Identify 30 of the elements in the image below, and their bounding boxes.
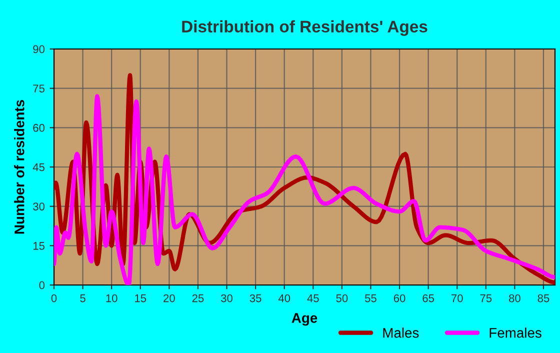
legend-label: Females	[490, 328, 542, 338]
x-tick-label: 10	[106, 294, 118, 302]
x-tick-label: 70	[451, 294, 463, 302]
x-tick-label: 50	[336, 294, 348, 302]
y-tick-label: 60	[33, 124, 45, 132]
x-tick-label: 65	[422, 294, 434, 302]
x-tick-label: 40	[278, 294, 290, 302]
x-tick-label: 80	[508, 294, 520, 302]
x-tick-label: 0	[51, 294, 57, 302]
x-tick-label: 60	[394, 294, 406, 302]
x-tick-label: 85	[538, 294, 550, 302]
x-tick-label: 20	[164, 294, 175, 302]
y-tick-label: 45	[32, 163, 45, 172]
x-tick-label: 25	[192, 294, 204, 302]
x-tick-label: 15	[135, 294, 146, 302]
x-tick-label: 35	[250, 294, 262, 302]
y-tick-label: 90	[33, 45, 45, 54]
chart-title: Distribution of Residents' Ages	[182, 20, 428, 36]
y-axis-title: Number of residents	[14, 100, 24, 234]
x-axis-title: Age	[292, 313, 318, 326]
y-tick-label: 15	[33, 242, 45, 250]
y-tick-label: 0	[39, 281, 45, 290]
y-tick-label: 30	[33, 202, 45, 210]
x-tick-label: 55	[364, 294, 376, 302]
legend-label: Males	[383, 328, 419, 338]
x-tick-label: 45	[307, 294, 319, 302]
x-tick-label: 75	[480, 294, 492, 302]
x-tick-label: 5	[80, 294, 86, 302]
x-tick-label: 30	[221, 294, 233, 302]
y-tick-label: 75	[33, 84, 45, 92]
